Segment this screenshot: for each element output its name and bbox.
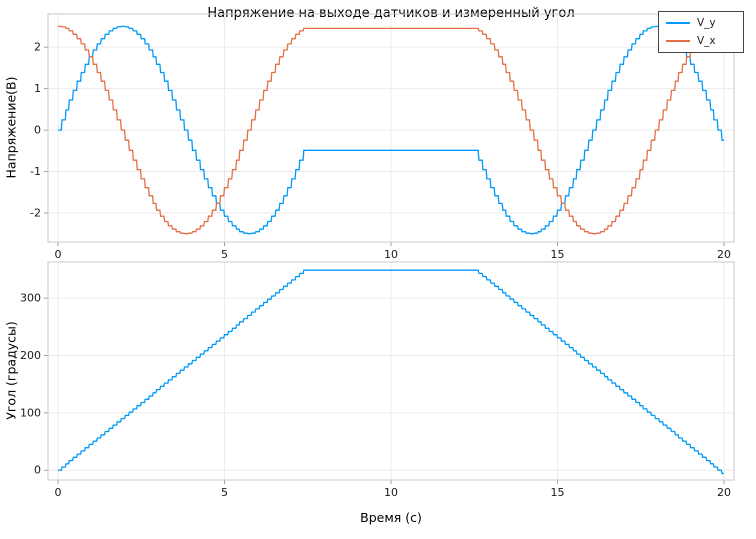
x-tick-label: 10	[384, 248, 398, 261]
legend-line-sample	[666, 22, 690, 25]
x-tick-label: 15	[551, 486, 565, 499]
y-tick-label: -1	[30, 165, 41, 178]
x-tick-label: 20	[717, 486, 731, 499]
legend-label: V_y	[697, 17, 716, 29]
y-tick-label: 300	[20, 292, 41, 305]
legend-entry: V_x	[666, 34, 736, 47]
legend-line-sample	[666, 39, 690, 42]
legend-label: V_x	[697, 34, 716, 47]
y-tick-label: -2	[30, 206, 41, 219]
y-tick-label: 0	[34, 464, 41, 477]
x-tick-label: 10	[384, 486, 398, 499]
y-tick-label: 1	[34, 82, 41, 95]
plot-frame	[47, 13, 735, 243]
y-tick-label: 2	[34, 41, 41, 54]
x-tick-label: 0	[54, 486, 61, 499]
series-V_y	[58, 25, 724, 235]
plot-frame	[47, 261, 735, 481]
y-tick-label: 200	[20, 349, 41, 362]
series-Угол	[58, 269, 724, 475]
x-tick-label: 15	[551, 248, 565, 261]
series-V_x	[58, 25, 724, 235]
legend-entry: V_y	[666, 18, 736, 29]
time-x-axis-label: Время (с)	[360, 510, 422, 525]
x-tick-label: 0	[54, 248, 61, 261]
y-tick-label: 100	[20, 406, 41, 419]
x-tick-label: 5	[221, 248, 228, 261]
y-tick-label: 0	[34, 124, 41, 137]
legend: V_y V_x	[658, 11, 744, 53]
x-tick-label: 20	[717, 248, 731, 261]
x-tick-label: 5	[221, 486, 228, 499]
